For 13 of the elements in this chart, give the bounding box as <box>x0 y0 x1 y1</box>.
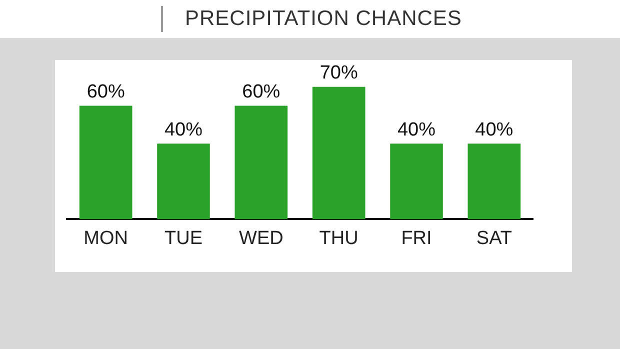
x-tick-label: WED <box>239 228 284 249</box>
data-label: 40% <box>475 119 514 140</box>
data-label: 60% <box>242 82 280 103</box>
x-tick-label: TUE <box>164 228 202 249</box>
x-tick-label: MON <box>84 228 128 249</box>
x-tick-label: FRI <box>401 228 432 249</box>
data-label: 70% <box>320 62 358 84</box>
chart-title: PRECIPITATION CHANCES <box>185 7 462 31</box>
x-tick-label: THU <box>319 228 358 249</box>
data-label: 40% <box>164 119 203 140</box>
data-label: 60% <box>86 82 125 103</box>
data-label: 40% <box>397 119 436 140</box>
x-tick-label: SAT <box>476 228 512 249</box>
